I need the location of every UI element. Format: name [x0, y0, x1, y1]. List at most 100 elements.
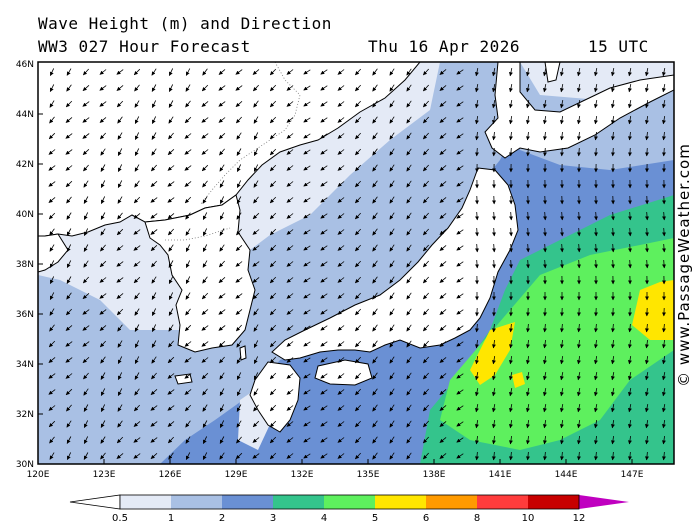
wave-arrow [82, 117, 90, 123]
wave-arrow [48, 405, 56, 411]
wave-arrow [662, 259, 667, 269]
wave-arrow [82, 357, 90, 363]
forecast-time: 15 UTC [588, 37, 649, 56]
wave-arrow [253, 372, 259, 380]
wave-arrow [65, 117, 73, 123]
wave-arrow [168, 116, 174, 124]
wave-arrow [303, 341, 311, 347]
wave-arrow [235, 85, 243, 91]
wave-arrow [184, 389, 192, 395]
wave-arrow [593, 323, 598, 333]
legend-label-1: 1 [168, 513, 174, 524]
wave-arrow [644, 68, 649, 77]
wave-arrow [202, 68, 208, 76]
wave-arrow [252, 420, 260, 428]
wave-arrow [355, 228, 361, 236]
wave-arrow [286, 373, 294, 379]
wave-arrow [66, 308, 72, 316]
wave-arrow [627, 116, 632, 125]
wave-arrow [577, 211, 582, 221]
wave-arrow [151, 148, 157, 156]
wave-arrow [99, 69, 107, 75]
wave-arrow [286, 437, 294, 443]
legend-label-0: 0.5 [112, 513, 128, 524]
wave-arrow [492, 243, 497, 253]
wave-arrow [116, 100, 124, 108]
land-kyushu [249, 361, 301, 433]
wave-arrow [474, 356, 479, 365]
wave-arrow [474, 84, 479, 93]
wave-arrow [320, 421, 328, 427]
wave-arrow [303, 325, 311, 331]
wave-arrow [576, 388, 581, 397]
wave-arrow [593, 339, 598, 349]
wave-arrow [303, 69, 311, 75]
wave-arrow [644, 435, 649, 445]
wave-arrow [134, 340, 140, 348]
wave-arrow [525, 388, 530, 397]
wave-arrow [355, 116, 361, 124]
wave-arrow [202, 260, 208, 268]
wave-arrow [82, 149, 90, 155]
wave-arrow [423, 196, 429, 204]
wave-arrow [337, 261, 345, 267]
wave-arrow [406, 340, 412, 348]
wave-arrow [65, 388, 73, 396]
legend-arrow-low [69, 494, 121, 510]
wave-arrow [337, 213, 345, 219]
wave-arrow [559, 68, 564, 77]
wave-arrow [49, 84, 55, 92]
wave-arrow [236, 132, 242, 140]
wave-arrow [253, 196, 259, 204]
legend-swatch-8 [528, 495, 579, 509]
legend-label-3: 3 [270, 513, 276, 524]
wave-arrow [475, 243, 480, 253]
wave-arrow [645, 259, 650, 269]
wave-arrow [439, 229, 447, 235]
wave-arrow [456, 245, 464, 251]
wave-arrow [508, 356, 513, 365]
wave-arrow [559, 339, 564, 349]
wave-arrow [83, 420, 89, 428]
wave-arrow [218, 101, 226, 107]
wave-arrow [48, 132, 56, 140]
wave-arrow [253, 356, 259, 364]
wave-arrow [423, 356, 429, 364]
wave-arrow [83, 276, 89, 284]
wave-arrow [355, 324, 361, 332]
wave-arrow [83, 452, 89, 460]
wave-arrow [525, 323, 530, 333]
wave-arrow [117, 196, 123, 204]
wave-arrow [303, 245, 311, 251]
wave-arrow [456, 213, 464, 219]
wave-arrow [168, 276, 174, 284]
wave-arrow [99, 309, 107, 315]
wave-arrow [167, 373, 175, 379]
wave-arrow [48, 212, 56, 220]
wave-arrow [100, 356, 106, 364]
wave-arrow [508, 100, 513, 109]
wave-arrow [594, 227, 599, 237]
wave-arrow [201, 133, 209, 139]
wave-arrow [526, 243, 531, 253]
wave-arrow [48, 181, 56, 187]
wave-arrow [167, 405, 175, 411]
lon-label-147e: 147E [621, 470, 644, 480]
wave-arrow [100, 228, 106, 236]
wave-arrow [219, 404, 225, 412]
wave-arrow [286, 149, 294, 155]
wave-arrow [610, 323, 615, 333]
wave-arrow [286, 101, 294, 107]
legend-swatch-4 [324, 495, 375, 509]
legend-swatch-7 [477, 495, 528, 509]
wave-arrow [456, 309, 464, 315]
lon-label-132e: 132E [291, 470, 314, 480]
wave-arrow [439, 181, 447, 187]
wave-arrow [456, 389, 464, 395]
wave-arrow [286, 453, 294, 459]
wave-arrow [423, 276, 429, 284]
wave-arrow [644, 84, 649, 93]
wave-arrow [236, 420, 242, 428]
wave-arrow [286, 245, 294, 251]
wave-arrow [116, 308, 124, 316]
